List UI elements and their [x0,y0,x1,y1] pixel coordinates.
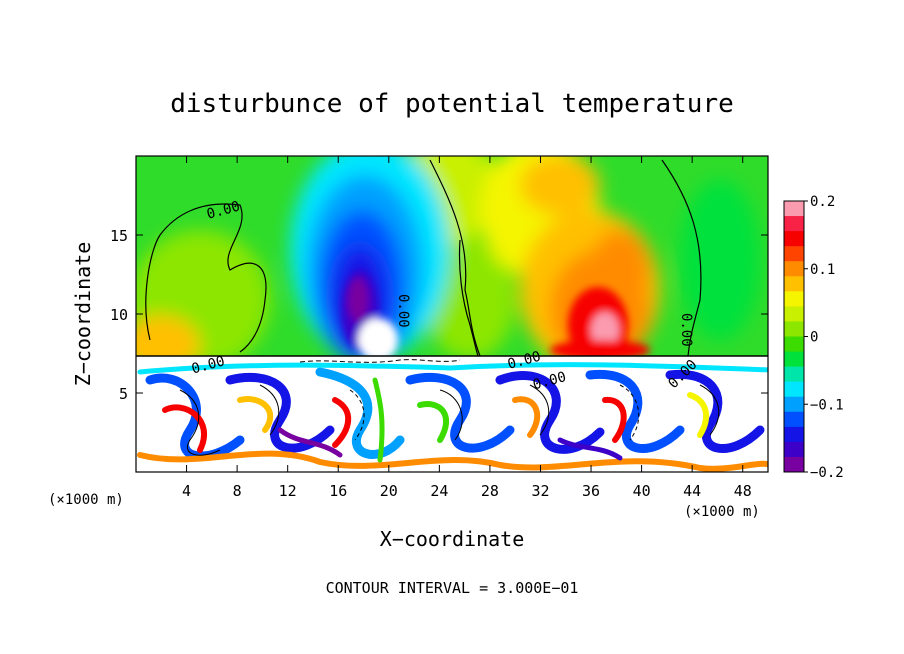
x-tick-label: 4 [182,482,191,500]
y-tick-label: 5 [119,385,128,403]
colorbar-swatch [784,396,804,413]
colorbar-tick-label: 0.1 [810,262,835,278]
lower-field [136,356,768,472]
zero-contour [661,159,702,356]
colorbar-swatch [784,261,804,277]
field-blob [348,278,368,322]
x-tick-label: 36 [582,482,600,500]
x-unit-right: (×1000 m) [684,504,760,520]
x-axis: 4 8 12 16 20 24 28 32 36 40 44 48 [182,156,752,500]
x-tick-label: 12 [279,482,297,500]
colorbar-swatch [784,336,804,353]
x-tick-label: 8 [233,482,242,500]
y-axis: 5 10 15 [110,227,768,403]
x-tick-label: 40 [633,482,651,500]
colorbar-tick-label: −0.1 [810,397,844,413]
plot-area [136,156,768,472]
zero-contour [429,159,481,356]
colorbar-swatch [784,366,804,383]
colorbar-swatch [784,321,804,337]
colorbar-swatch [784,201,804,217]
colorbar-swatch [784,276,804,292]
x-tick-label: 16 [329,482,347,500]
x-tick-label: 32 [531,482,549,500]
field-blob [136,315,200,356]
colorbar-swatch [784,381,804,398]
contour-label: 0.00 [678,313,694,347]
field-blob [358,318,398,356]
x-tick-label: 24 [430,482,448,500]
colorbar: 0.2 0.1 0 −0.1 −0.2 [783,194,844,481]
x-tick-label: 28 [481,482,499,500]
field-blob [550,340,650,356]
colorbar-swatch [784,246,804,262]
colorbar-swatch [784,456,804,473]
upper-field [136,156,760,356]
colorbar-swatch [784,426,804,443]
contour-label: 0.00 [395,294,411,328]
y-axis-label: Z−coordinate [71,242,95,387]
y-tick-label: 15 [110,227,128,245]
colorbar-tick-label: 0 [810,330,818,346]
colorbar-swatch [784,291,804,307]
colorbar-tick-label: 0.2 [810,194,835,210]
colorbar-swatch [784,231,804,247]
x-tick-label: 20 [380,482,398,500]
colorbar-swatch [784,306,804,322]
contour-interval-note: CONTOUR INTERVAL = 3.000E−01 [326,579,579,597]
field-blob [520,156,600,215]
x-tick-label: 48 [734,482,752,500]
colorbar-tick-label: −0.2 [810,465,844,481]
colorbar-swatch [784,441,804,458]
zero-contour [145,203,267,353]
zero-contour [458,239,479,356]
x-axis-label: X−coordinate [380,527,525,551]
colorbar-swatch [784,216,804,232]
y-tick-label: 10 [110,306,128,324]
colorbar-swatch [784,351,804,368]
chart-title: disturbunce of potential temperature [170,89,734,119]
x-unit-left: (×1000 m) [48,492,124,508]
field-blob [591,312,619,348]
x-tick-label: 44 [683,482,701,500]
colorbar-swatch [784,411,804,428]
